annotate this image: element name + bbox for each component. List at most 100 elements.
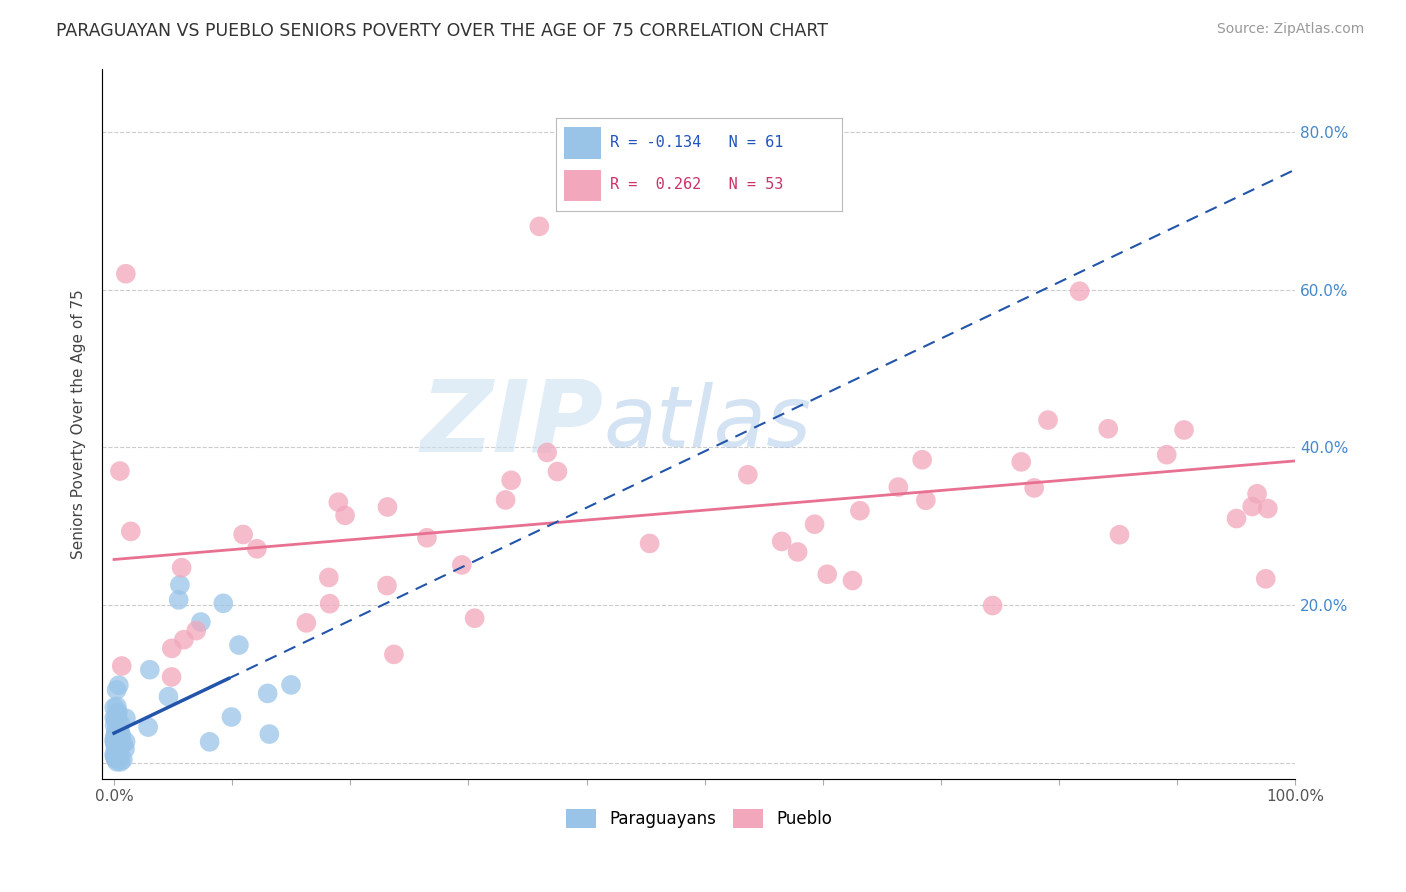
Point [104, 749, 127, 764]
Point [105, 726, 128, 740]
Point [638, 536, 661, 550]
Point [115, 267, 138, 281]
Point [108, 731, 131, 746]
Point [1241, 500, 1264, 514]
Point [259, 727, 281, 741]
Point [536, 445, 558, 459]
Point [212, 596, 235, 610]
Point [911, 452, 934, 467]
Point [416, 531, 439, 545]
Point [115, 711, 138, 725]
Point [375, 579, 398, 593]
Point [114, 742, 136, 756]
Point [849, 504, 872, 518]
Point [112, 736, 135, 750]
Point [256, 686, 278, 700]
Point [377, 500, 399, 514]
Text: Source: ZipAtlas.com: Source: ZipAtlas.com [1216, 22, 1364, 37]
Point [105, 707, 128, 722]
Point [104, 750, 127, 764]
Point [107, 705, 129, 719]
Point [464, 611, 486, 625]
Point [111, 659, 134, 673]
Point [803, 517, 825, 532]
Legend: Paraguayans, Pueblo: Paraguayans, Pueblo [560, 802, 838, 835]
Point [104, 743, 127, 757]
Point [104, 752, 127, 766]
Point [1156, 448, 1178, 462]
Point [108, 723, 131, 737]
Point [737, 467, 759, 482]
Point [103, 735, 125, 749]
Point [110, 716, 132, 731]
Point [546, 465, 568, 479]
Point [186, 624, 208, 638]
Point [104, 726, 127, 740]
Point [103, 700, 125, 714]
Point [770, 534, 793, 549]
Point [1108, 527, 1130, 541]
Point [108, 678, 131, 692]
Point [382, 648, 405, 662]
Point [246, 541, 269, 556]
Point [120, 524, 142, 539]
Point [160, 670, 183, 684]
Point [105, 714, 128, 728]
Point [1173, 423, 1195, 437]
Point [105, 710, 128, 724]
Point [318, 570, 340, 584]
Point [107, 745, 129, 759]
Point [105, 717, 128, 731]
Point [501, 473, 523, 487]
Point [107, 716, 129, 731]
Point [1257, 501, 1279, 516]
Point [105, 712, 128, 726]
Point [167, 592, 190, 607]
Point [105, 699, 128, 714]
Point [107, 738, 129, 752]
Point [108, 726, 131, 740]
Point [887, 480, 910, 494]
Point [333, 508, 356, 523]
Point [228, 638, 250, 652]
Text: PARAGUAYAN VS PUEBLO SENIORS POVERTY OVER THE AGE OF 75 CORRELATION CHART: PARAGUAYAN VS PUEBLO SENIORS POVERTY OVE… [56, 22, 828, 40]
Point [105, 740, 128, 755]
Point [318, 597, 340, 611]
Point [1069, 284, 1091, 298]
Point [105, 755, 128, 769]
Point [190, 615, 212, 629]
Point [105, 730, 128, 744]
Point [198, 735, 221, 749]
Point [1036, 413, 1059, 427]
Point [139, 663, 162, 677]
Point [104, 736, 127, 750]
Point [295, 615, 318, 630]
Text: ZIP: ZIP [420, 376, 603, 472]
Point [111, 753, 134, 767]
Point [105, 682, 128, 697]
Point [280, 678, 302, 692]
Point [495, 492, 517, 507]
Point [232, 527, 254, 541]
Point [160, 641, 183, 656]
Point [108, 739, 131, 754]
Point [104, 730, 127, 744]
Point [221, 710, 243, 724]
Point [108, 464, 131, 478]
Point [981, 599, 1004, 613]
Point [103, 747, 125, 762]
Point [108, 751, 131, 765]
Point [787, 180, 810, 194]
Point [1246, 487, 1268, 501]
Point [529, 219, 551, 234]
Point [108, 742, 131, 756]
Point [1097, 422, 1119, 436]
Point [110, 729, 132, 743]
Point [157, 690, 180, 704]
Point [786, 545, 808, 559]
Point [1024, 481, 1046, 495]
Point [173, 632, 195, 647]
Point [104, 718, 127, 732]
Point [103, 732, 125, 747]
Point [104, 711, 127, 725]
